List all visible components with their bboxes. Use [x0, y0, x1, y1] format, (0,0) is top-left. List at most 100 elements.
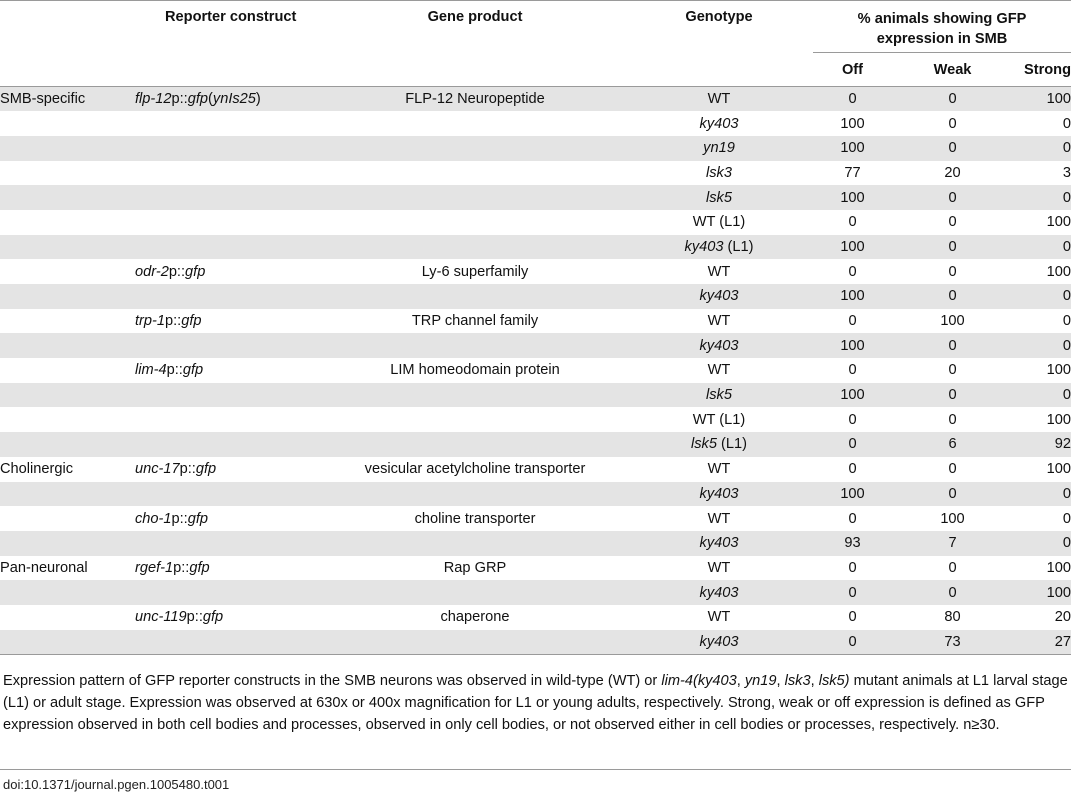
- genotype-cell: ky403: [699, 584, 739, 601]
- table-row: lim-4p::gfp LIM homeodomain protein WT 0 0 10…: [0, 358, 1071, 383]
- gene-product-cell: LIM homeodomain protein: [390, 362, 560, 379]
- table-row: WT (L1) 0 0 100: [0, 407, 1071, 432]
- weak-percent-cell: 0: [948, 91, 957, 108]
- table-row: SMB-specific flp-12p::gfp(ynIs25) FLP-12 N…: [0, 86, 1071, 112]
- off-percent-cell: 0: [848, 91, 857, 108]
- strong-percent-cell: 100: [1046, 461, 1071, 478]
- table-row: Pan-neuronal rgef-1p::gfp Rap GRP WT 0 0 100: [0, 556, 1071, 581]
- reporter-construct-header: Reporter construct: [135, 0, 325, 53]
- subheader-row: Off Weak Strong: [0, 52, 1071, 87]
- reporter-construct-cell: [135, 630, 325, 655]
- off-percent-cell: 100: [840, 485, 865, 502]
- gene-product-cell: [325, 136, 625, 161]
- strong-percent-cell: 92: [1054, 436, 1071, 453]
- neuron-class-cell: [0, 259, 135, 284]
- genotype-cell: ky403: [699, 485, 739, 502]
- percent-animals-header: % animals showing GFP expression in SMB: [813, 0, 1071, 53]
- gene-product-cell: [325, 111, 625, 136]
- class-header: [0, 0, 135, 53]
- off-percent-cell: 100: [840, 387, 865, 404]
- off-percent-cell: 77: [844, 164, 861, 181]
- gene-product-cell: TRP channel family: [411, 313, 539, 330]
- neuron-class-cell: [0, 506, 135, 531]
- strong-percent-cell: 0: [1062, 189, 1071, 206]
- reporter-construct-cell: [135, 407, 325, 432]
- strong-percent-cell: 0: [1062, 337, 1071, 354]
- genotype-cell: WT: [707, 313, 731, 330]
- strong-percent-cell: 100: [1046, 362, 1071, 379]
- table-row: ky403 (L1) 100 0 0: [0, 234, 1071, 260]
- doi-label: doi:10.1371/journal.pgen.1005480.t001: [3, 777, 230, 792]
- strong-percent-cell: 0: [1062, 313, 1071, 330]
- genotype-cell: ky403: [699, 535, 739, 552]
- reporter-construct-cell: [135, 383, 325, 408]
- genotype-cell: lsk5: [706, 387, 732, 404]
- reporter-construct-cell: [135, 136, 325, 161]
- off-percent-cell: 100: [840, 288, 865, 305]
- table-footnote: Expression pattern of GFP reporter const…: [3, 670, 1069, 736]
- weak-percent-cell: 0: [948, 263, 957, 280]
- table-row: Cholinergic unc-17p::gfp vesicular acetylc…: [0, 457, 1071, 482]
- neuron-class-cell: [0, 358, 135, 383]
- table-row: lsk3 77 20 3: [0, 161, 1071, 186]
- table-row: lsk5 100 0 0: [0, 382, 1071, 408]
- neuron-class-cell: [0, 161, 135, 186]
- neuron-class-cell: [0, 432, 135, 457]
- weak-percent-cell: 0: [948, 288, 957, 305]
- reporter-construct-cell: [135, 284, 325, 309]
- genotype-cell: WT: [707, 510, 731, 527]
- genotype-cell: WT (L1): [692, 214, 746, 231]
- off-percent-cell: 0: [848, 633, 857, 650]
- weak-percent-cell: 100: [940, 313, 965, 330]
- strong-percent-cell: 100: [1046, 263, 1071, 280]
- gene-product-cell: [325, 284, 625, 309]
- reporter-construct-cell: lim-4p::gfp: [135, 362, 204, 379]
- off-header: Off: [813, 52, 892, 87]
- gene-product-cell: Rap GRP: [443, 559, 507, 576]
- weak-percent-cell: 0: [948, 485, 957, 502]
- neuron-class-cell: [0, 605, 135, 630]
- neuron-class-cell: [0, 580, 135, 605]
- note-text: lim-4(ky403: [661, 673, 737, 689]
- note-text: lsk5): [818, 673, 850, 689]
- genotype-cell: WT: [707, 461, 731, 478]
- genotype-cell: lsk5 (L1): [691, 436, 747, 453]
- neuron-class-cell: [0, 482, 135, 507]
- strong-percent-cell: 27: [1054, 633, 1071, 650]
- neuron-class-cell: [0, 284, 135, 309]
- off-percent-cell: 100: [840, 115, 865, 132]
- footer-divider: [0, 769, 1071, 770]
- gene-product-cell: [325, 630, 625, 655]
- reporter-construct-cell: unc-17p::gfp: [135, 461, 217, 478]
- gene-product-cell: FLP-12 Neuropeptide: [405, 91, 545, 108]
- weak-percent-cell: 7: [948, 535, 957, 552]
- table-row: unc-119p::gfp chaperone WT 0 80 20: [0, 605, 1071, 630]
- genotype-cell: ky403: [699, 337, 739, 354]
- weak-percent-cell: 0: [948, 238, 957, 255]
- gene-product-cell: [325, 235, 625, 260]
- table-row: WT (L1) 0 0 100: [0, 210, 1071, 235]
- neuron-class-cell: [0, 309, 135, 334]
- strong-percent-cell: 100: [1046, 214, 1071, 231]
- genotype-cell: lsk3: [706, 164, 732, 181]
- strong-percent-cell: 0: [1062, 535, 1071, 552]
- table-row: cho-1p::gfp choline transporter WT 0 100 0: [0, 506, 1071, 531]
- off-percent-cell: 0: [848, 263, 857, 280]
- gene-product-cell: [325, 531, 625, 556]
- note-text: ,: [776, 673, 785, 689]
- genotype-cell: WT: [707, 362, 731, 379]
- table-row: lsk5 100 0 0: [0, 185, 1071, 210]
- off-percent-cell: 100: [840, 140, 865, 157]
- weak-percent-cell: 0: [948, 461, 957, 478]
- gene-product-cell: chaperone: [440, 609, 510, 626]
- weak-percent-cell: 0: [948, 362, 957, 379]
- off-percent-cell: 0: [848, 214, 857, 231]
- strong-header: Strong: [1013, 52, 1071, 87]
- neuron-class-cell: Pan-neuronal: [0, 559, 88, 576]
- genotype-cell: lsk5: [706, 189, 732, 206]
- table-row: ky403 100 0 0: [0, 284, 1071, 309]
- strong-percent-cell: 0: [1062, 115, 1071, 132]
- reporter-construct-cell: odr-2p::gfp: [135, 263, 206, 280]
- neuron-class-cell: [0, 333, 135, 358]
- reporter-construct-cell: [135, 432, 325, 457]
